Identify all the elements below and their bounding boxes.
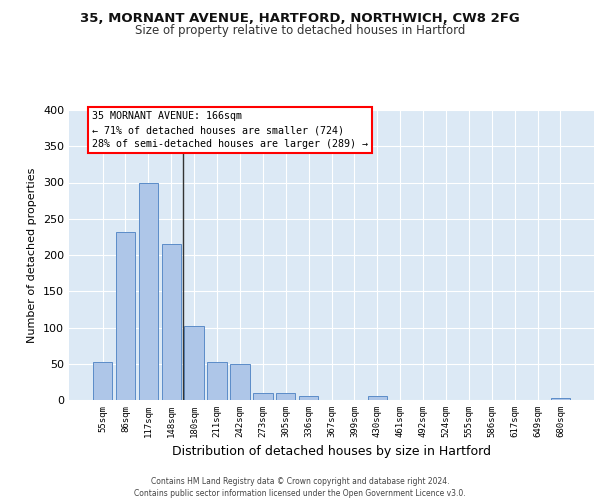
Bar	[116, 232, 135, 400]
Bar	[230, 364, 250, 400]
Text: Contains HM Land Registry data © Crown copyright and database right 2024.
Contai: Contains HM Land Registry data © Crown c…	[134, 476, 466, 498]
Bar	[161, 244, 181, 400]
Bar	[551, 398, 570, 400]
Bar	[368, 396, 387, 400]
Text: 35 MORNANT AVENUE: 166sqm
← 71% of detached houses are smaller (724)
28% of semi: 35 MORNANT AVENUE: 166sqm ← 71% of detac…	[92, 112, 368, 150]
Bar	[93, 362, 112, 400]
Bar	[299, 396, 319, 400]
Bar	[253, 393, 272, 400]
Y-axis label: Number of detached properties: Number of detached properties	[28, 168, 37, 342]
Bar	[139, 182, 158, 400]
Bar	[208, 362, 227, 400]
X-axis label: Distribution of detached houses by size in Hartford: Distribution of detached houses by size …	[172, 446, 491, 458]
Bar	[276, 393, 295, 400]
Text: 35, MORNANT AVENUE, HARTFORD, NORTHWICH, CW8 2FG: 35, MORNANT AVENUE, HARTFORD, NORTHWICH,…	[80, 12, 520, 26]
Bar	[184, 326, 204, 400]
Text: Size of property relative to detached houses in Hartford: Size of property relative to detached ho…	[135, 24, 465, 37]
